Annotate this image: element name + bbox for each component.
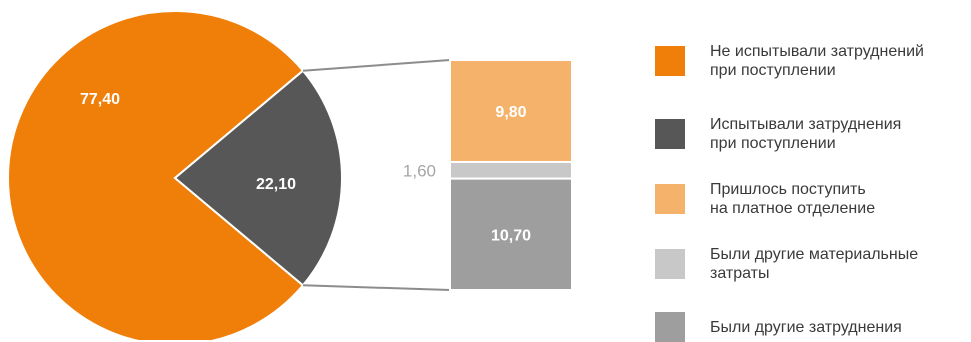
legend-item-paid-department: Пришлось поступить на платное отделение xyxy=(655,180,875,218)
legend-swatch-other-material-costs xyxy=(655,249,685,279)
legend-swatch-no-difficulties xyxy=(655,46,685,76)
connector-line-bottom xyxy=(302,284,451,291)
legend: Не испытывали затруднений при поступлени… xyxy=(655,0,971,342)
pie-label-had-difficulties: 22,10 xyxy=(256,176,296,193)
legend-item-other-difficulties: Были другие затруднения xyxy=(655,312,902,342)
pie-slice-no-difficulties xyxy=(7,10,305,340)
legend-label-no-difficulties: Не испытывали затруднений при поступлени… xyxy=(710,43,924,79)
bar-segment-other-material-costs xyxy=(449,160,573,180)
legend-item-no-difficulties: Не испытывали затруднений при поступлени… xyxy=(655,42,924,80)
bar-label-other-material-costs: 1,60 xyxy=(403,161,436,180)
legend-label-had-difficulties: Испытывали затруднения при поступлении xyxy=(710,116,902,152)
legend-label-other-difficulties: Были другие затруднения xyxy=(710,318,902,336)
bar-label-paid-department: 9,80 xyxy=(495,104,526,121)
pie-label-no-difficulties: 77,40 xyxy=(80,91,120,108)
bar-label-other-difficulties: 10,70 xyxy=(491,227,531,244)
bar-segment-paid-department xyxy=(449,59,573,163)
connector-line-top xyxy=(302,59,451,72)
bar-segment-other-difficulties xyxy=(449,177,573,291)
legend-swatch-paid-department xyxy=(655,184,685,214)
legend-item-had-difficulties: Испытывали затруднения при поступлении xyxy=(655,115,901,153)
legend-swatch-had-difficulties xyxy=(655,119,685,149)
pie-slice-had-difficulties xyxy=(173,69,344,287)
legend-label-paid-department: Пришлось поступить на платное отделение xyxy=(710,181,876,217)
legend-item-other-material-costs: Были другие материальные затраты xyxy=(655,245,918,283)
legend-swatch-other-difficulties xyxy=(655,312,685,342)
legend-label-other-material-costs: Были другие материальные затраты xyxy=(710,246,919,282)
